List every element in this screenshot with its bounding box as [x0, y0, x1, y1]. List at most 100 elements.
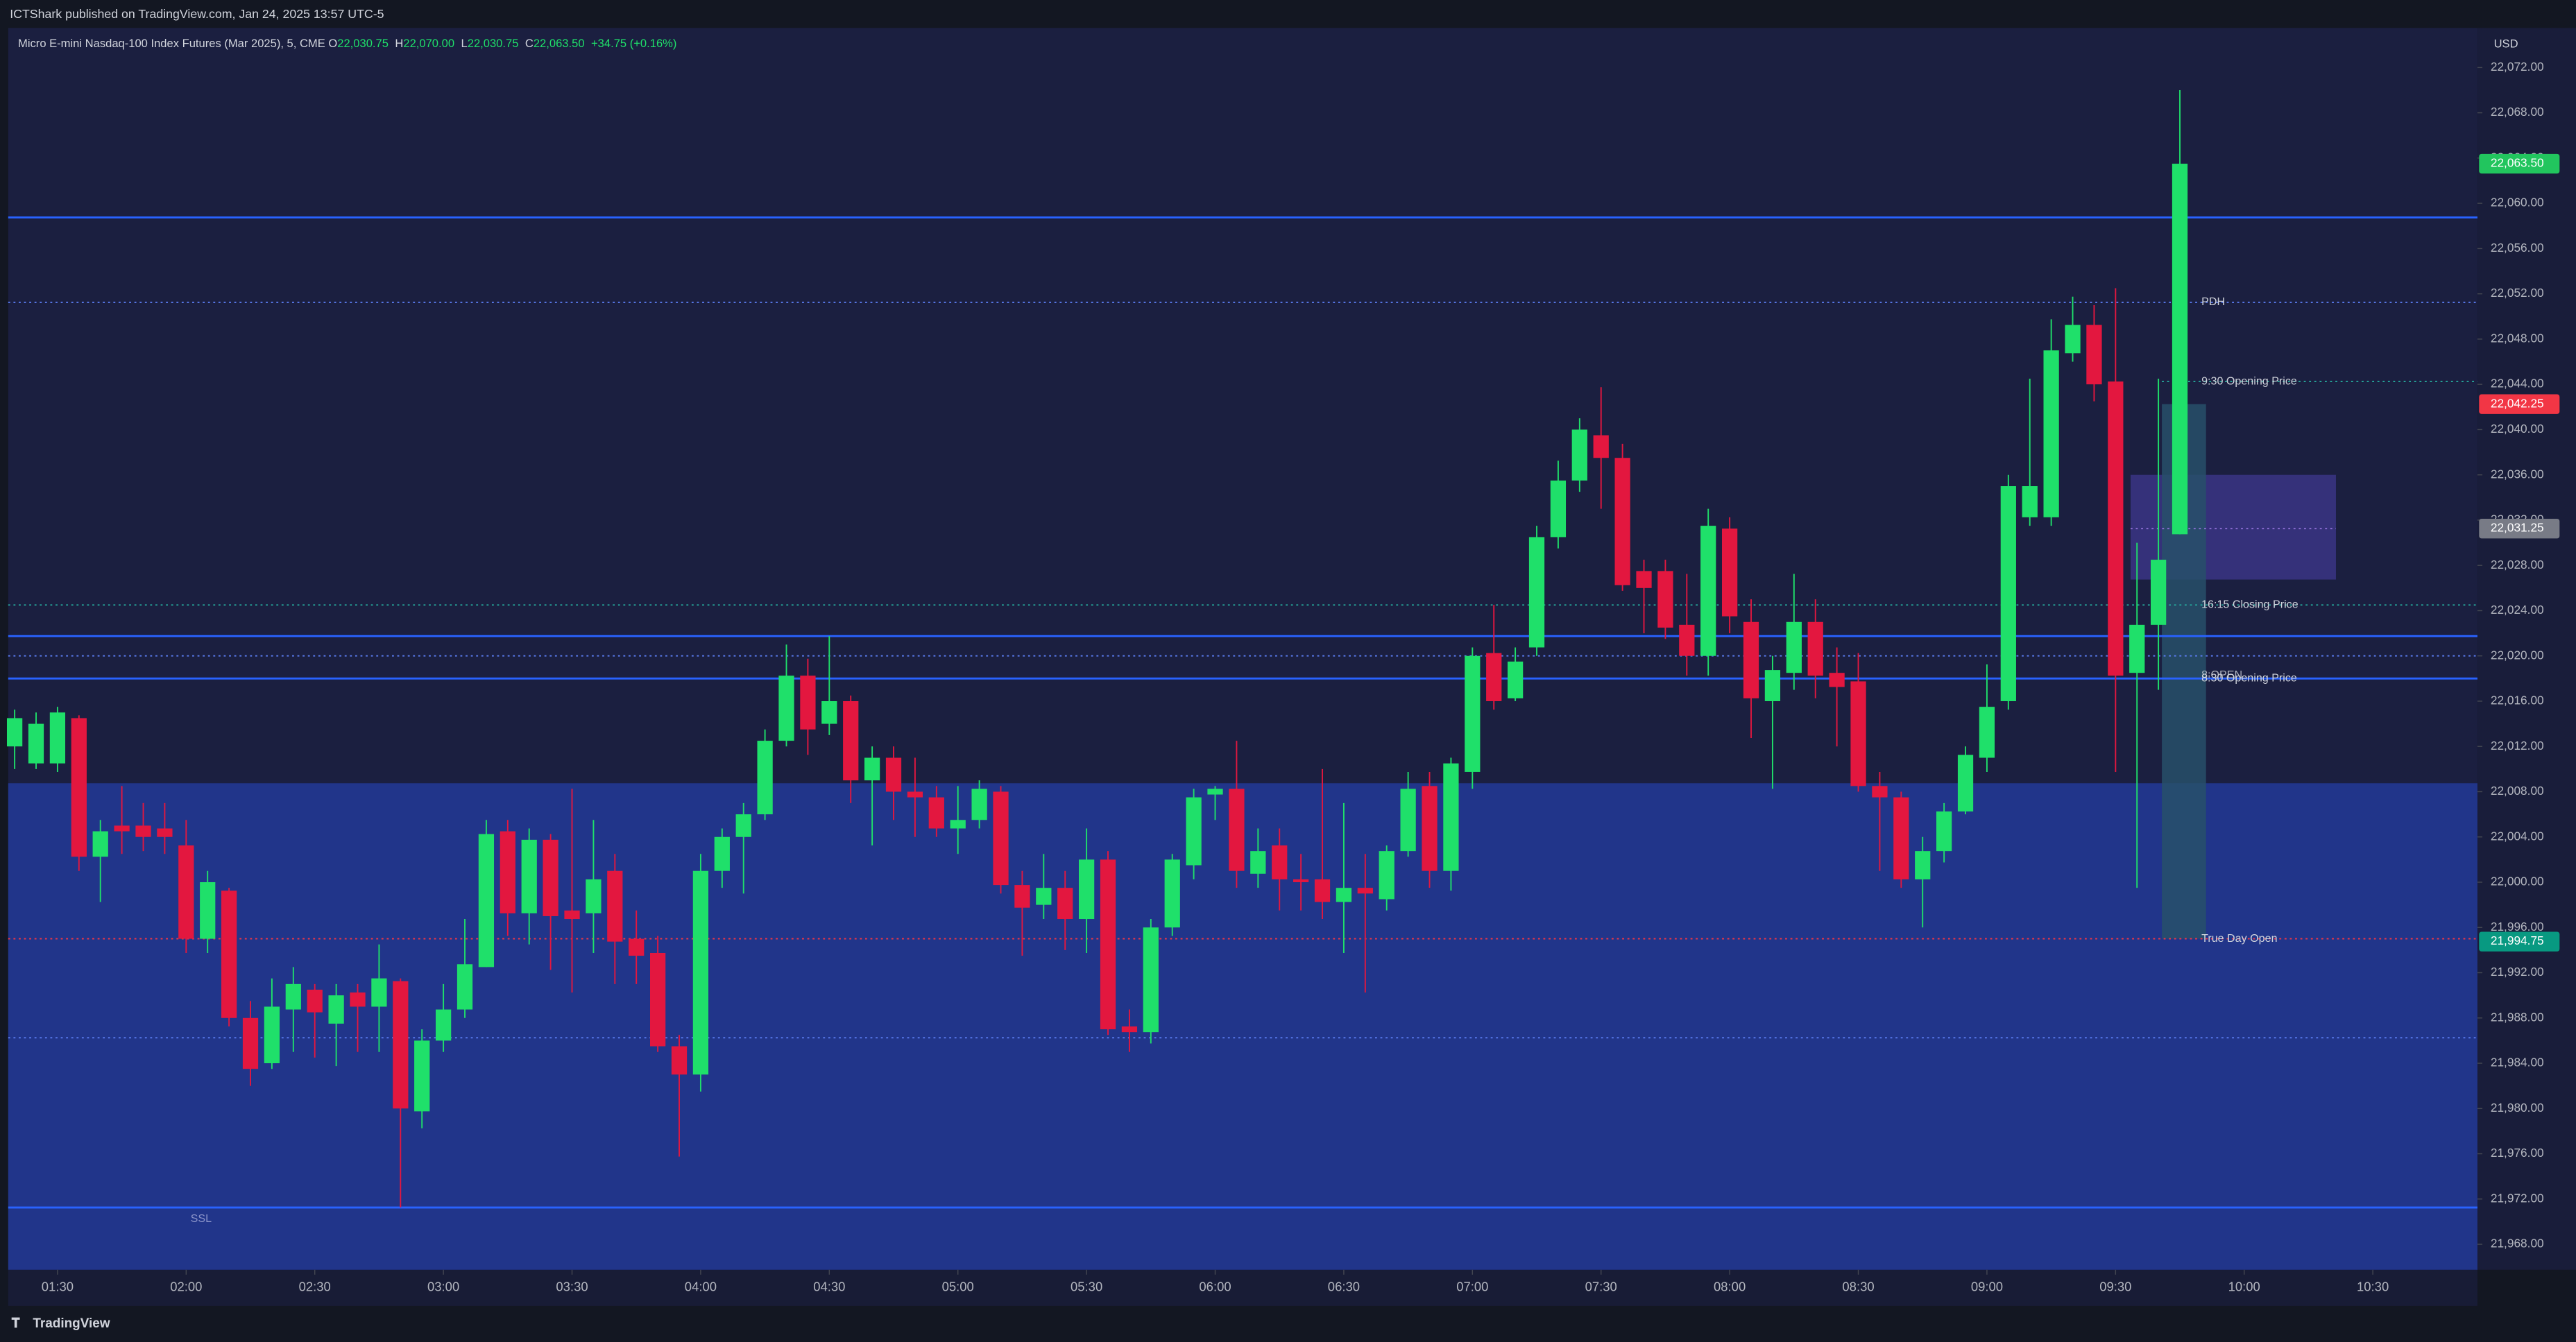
level-label: PDH — [2201, 295, 2225, 308]
candle-body — [1100, 859, 1116, 1030]
candle-body — [1486, 653, 1502, 701]
candle-body — [1379, 851, 1394, 900]
candle-body — [714, 836, 730, 871]
candle-body — [457, 964, 473, 1010]
candle-body — [1614, 458, 1630, 585]
candle-body — [1829, 673, 1845, 687]
candle-body — [6, 718, 23, 747]
candle-body — [2172, 164, 2188, 535]
legend: Micro E-mini Nasdaq-100 Index Futures (M… — [18, 37, 676, 50]
y-tick-label: 22,012.00 — [2491, 739, 2544, 752]
price-tag — [2479, 931, 2560, 952]
price-tag-label: 22,031.25 — [2491, 521, 2544, 535]
price-tag — [2479, 518, 2560, 539]
candle-body — [1979, 707, 1995, 758]
candle-body — [800, 676, 816, 730]
x-tick-label: 03:30 — [556, 1280, 588, 1294]
candle-body — [1314, 879, 1331, 902]
price-tag-label: 22,063.50 — [2491, 156, 2544, 170]
ohlc-key: H — [395, 37, 403, 50]
candle-body — [2022, 486, 2038, 517]
x-tick-label: 10:30 — [2357, 1280, 2389, 1294]
candle-body — [1507, 661, 1524, 698]
candle-body — [1121, 1026, 1138, 1033]
candle-body — [993, 791, 1009, 886]
change: +34.75 (+0.16%) — [591, 37, 676, 50]
candle-body — [692, 870, 709, 1075]
candle-body — [1465, 655, 1481, 772]
y-tick-label: 22,004.00 — [2491, 829, 2544, 843]
candle-body — [135, 825, 151, 837]
candle-body — [178, 845, 194, 939]
candle-body — [1936, 811, 1952, 852]
candle-body — [242, 1017, 259, 1069]
y-tick-label: 21,992.00 — [2491, 965, 2544, 979]
candle-body — [1915, 851, 1931, 879]
candle-body — [1872, 786, 1888, 798]
y-tick-label: 22,044.00 — [2491, 377, 2544, 390]
brand: TradingView — [33, 1316, 110, 1331]
y-tick-label: 22,068.00 — [2491, 105, 2544, 119]
x-tick-label: 05:00 — [942, 1280, 974, 1294]
candle-body — [971, 789, 987, 820]
candle-body — [671, 1046, 688, 1075]
x-tick-label: 09:30 — [2099, 1280, 2131, 1294]
candle-body — [350, 992, 366, 1007]
y-tick-label: 21,988.00 — [2491, 1010, 2544, 1024]
x-tick-label: 02:30 — [299, 1280, 331, 1294]
candle-body — [1571, 429, 1587, 481]
candle-body — [1250, 851, 1266, 874]
candle-body — [500, 831, 515, 913]
candle-body — [2151, 560, 2167, 625]
candle-body — [2108, 381, 2124, 676]
candle-body — [371, 978, 387, 1007]
ohlc-key: O — [328, 37, 337, 50]
ohlc-key: L — [461, 37, 468, 50]
candle-body — [1700, 526, 1716, 656]
candle-body — [1743, 621, 1759, 698]
y-tick-label: 21,984.00 — [2491, 1056, 2544, 1069]
candle-body — [1786, 621, 1802, 673]
candle-body — [200, 882, 216, 939]
candle-body — [1593, 435, 1609, 458]
candle-body — [629, 938, 645, 956]
candle-body — [1336, 888, 1352, 902]
candle-body — [2065, 325, 2081, 354]
candle-body — [735, 814, 751, 837]
candle-body — [521, 839, 537, 913]
time-axis — [8, 1269, 2477, 1306]
candle-body — [1272, 845, 1288, 879]
candle-body — [157, 828, 173, 837]
candle-body — [285, 983, 301, 1010]
candle-body — [1078, 859, 1095, 920]
candle-body — [821, 700, 837, 724]
x-tick-label: 04:00 — [685, 1280, 717, 1294]
candle-body — [864, 757, 880, 781]
candle-body — [478, 834, 495, 967]
y-tick-label: 22,072.00 — [2491, 60, 2544, 74]
candle-body — [1679, 624, 1695, 656]
x-tick-label: 07:30 — [1585, 1280, 1617, 1294]
candle-body — [1443, 763, 1459, 871]
candle-body — [885, 757, 902, 792]
candle-body — [328, 995, 344, 1024]
x-tick-label: 06:00 — [1199, 1280, 1231, 1294]
x-tick-label: 09:00 — [1971, 1280, 2003, 1294]
x-tick-label: 10:00 — [2228, 1280, 2260, 1294]
candle-body — [1721, 528, 1738, 617]
candle-body — [1036, 888, 1052, 905]
ohlc-key: C — [525, 37, 534, 50]
x-tick-label: 03:00 — [427, 1280, 459, 1294]
candle-body — [1014, 885, 1030, 908]
candle-body — [1400, 789, 1416, 852]
publisher: ICTShark published on TradingView.com, J… — [10, 7, 384, 21]
price-tag-label: 22,042.25 — [2491, 396, 2544, 410]
candle-body — [1164, 859, 1180, 928]
y-tick-label: 21,972.00 — [2491, 1191, 2544, 1205]
candle-body — [778, 676, 794, 741]
candle-body — [2043, 350, 2059, 517]
candle-body — [1764, 670, 1781, 701]
price-tag — [2479, 394, 2560, 414]
candle-body — [649, 952, 666, 1047]
